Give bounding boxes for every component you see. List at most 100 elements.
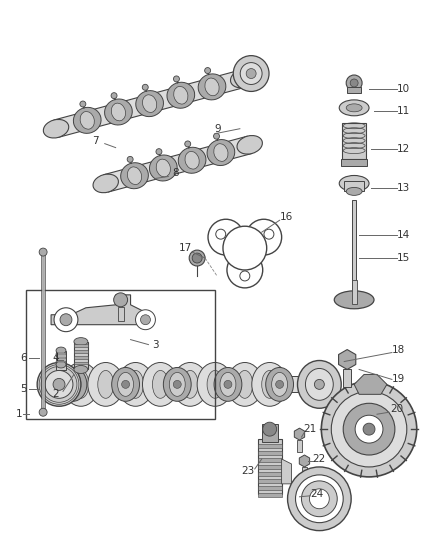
Bar — [341, 158, 367, 166]
Ellipse shape — [152, 370, 168, 398]
Circle shape — [227, 252, 263, 288]
Ellipse shape — [74, 366, 88, 374]
Circle shape — [263, 422, 277, 436]
Ellipse shape — [105, 99, 132, 125]
Ellipse shape — [252, 362, 288, 406]
Text: 5: 5 — [20, 384, 27, 394]
Bar — [343, 369, 351, 387]
Ellipse shape — [74, 337, 88, 345]
Ellipse shape — [142, 95, 157, 112]
Bar — [258, 472, 282, 476]
Bar — [352, 280, 357, 304]
Ellipse shape — [207, 140, 235, 166]
Text: 12: 12 — [397, 143, 410, 154]
Text: 4: 4 — [53, 352, 60, 362]
Ellipse shape — [118, 373, 134, 397]
Ellipse shape — [197, 362, 233, 406]
Bar — [302, 467, 307, 479]
Ellipse shape — [214, 144, 228, 161]
Bar — [352, 200, 356, 295]
Polygon shape — [51, 295, 150, 325]
Ellipse shape — [237, 135, 262, 154]
Circle shape — [355, 415, 383, 443]
Text: 13: 13 — [397, 183, 410, 193]
Ellipse shape — [56, 347, 66, 354]
Circle shape — [208, 219, 244, 255]
Ellipse shape — [339, 175, 369, 191]
Circle shape — [141, 315, 150, 325]
Bar — [26, 290, 215, 419]
Circle shape — [233, 55, 269, 92]
Bar — [258, 439, 282, 494]
Ellipse shape — [65, 373, 81, 397]
Text: 18: 18 — [392, 344, 406, 354]
Bar — [258, 451, 282, 455]
Circle shape — [39, 248, 47, 256]
Circle shape — [224, 381, 232, 389]
Circle shape — [142, 84, 148, 90]
Bar — [262, 424, 278, 442]
Circle shape — [60, 314, 72, 326]
Ellipse shape — [167, 82, 194, 108]
Text: 1: 1 — [16, 409, 23, 419]
Circle shape — [114, 293, 127, 307]
Text: 10: 10 — [397, 84, 410, 94]
Ellipse shape — [220, 373, 236, 397]
Ellipse shape — [111, 103, 126, 121]
Ellipse shape — [74, 107, 101, 133]
Bar — [74, 342, 88, 369]
Bar — [56, 351, 66, 370]
Text: 20: 20 — [390, 404, 403, 414]
Ellipse shape — [142, 362, 178, 406]
Circle shape — [343, 403, 395, 455]
Text: 23: 23 — [241, 466, 254, 476]
Ellipse shape — [56, 361, 66, 368]
Circle shape — [185, 141, 191, 147]
Circle shape — [276, 381, 283, 389]
Circle shape — [53, 378, 65, 390]
Circle shape — [173, 381, 181, 389]
Text: 11: 11 — [397, 106, 410, 116]
Circle shape — [37, 362, 81, 406]
Ellipse shape — [98, 370, 114, 398]
Bar — [258, 493, 282, 497]
Ellipse shape — [297, 360, 341, 408]
Ellipse shape — [121, 163, 148, 189]
Circle shape — [192, 253, 202, 263]
Bar — [66, 376, 324, 392]
Ellipse shape — [156, 159, 170, 177]
Bar — [56, 357, 66, 359]
Polygon shape — [294, 428, 305, 440]
Text: 19: 19 — [392, 374, 406, 384]
Text: 2: 2 — [53, 389, 60, 399]
Bar — [56, 360, 66, 362]
Circle shape — [156, 149, 162, 155]
Circle shape — [189, 250, 205, 266]
Circle shape — [331, 391, 407, 467]
Text: 22: 22 — [313, 454, 326, 464]
Ellipse shape — [214, 367, 242, 401]
Bar — [74, 350, 88, 352]
Ellipse shape — [170, 373, 185, 397]
Circle shape — [346, 75, 362, 91]
Ellipse shape — [93, 174, 118, 193]
Text: 6: 6 — [20, 352, 27, 362]
Ellipse shape — [334, 291, 374, 309]
Ellipse shape — [127, 370, 144, 398]
Polygon shape — [54, 70, 246, 138]
Circle shape — [127, 156, 133, 163]
Bar — [74, 361, 88, 365]
Ellipse shape — [88, 362, 124, 406]
Polygon shape — [299, 455, 310, 467]
Ellipse shape — [346, 104, 362, 112]
Ellipse shape — [237, 370, 253, 398]
Text: 17: 17 — [179, 243, 192, 253]
Text: 8: 8 — [172, 168, 179, 179]
Circle shape — [69, 381, 77, 389]
Bar — [258, 444, 282, 448]
Text: 21: 21 — [303, 424, 316, 434]
Bar — [297, 440, 302, 452]
Ellipse shape — [43, 119, 69, 138]
Circle shape — [288, 467, 351, 531]
Circle shape — [363, 423, 375, 435]
